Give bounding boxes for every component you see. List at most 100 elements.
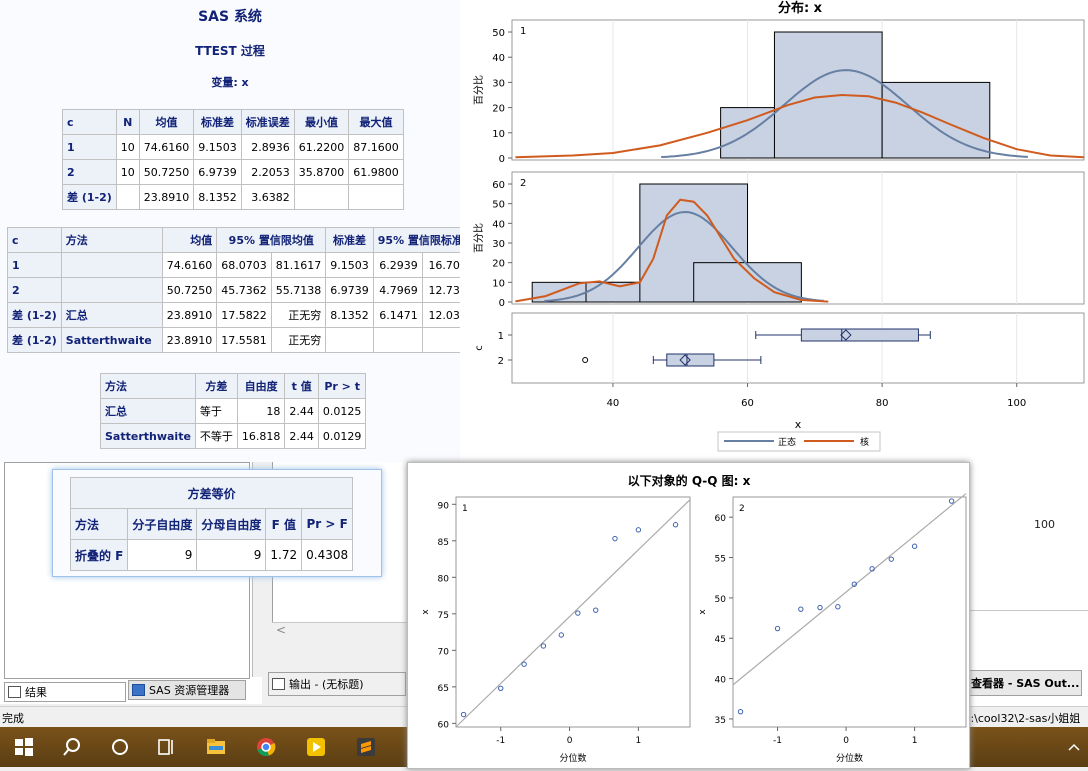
x-axis-label: 分位数 xyxy=(836,752,863,764)
table-cell: 23.8910 xyxy=(161,302,218,328)
table-row: 差 (1-2) 汇总 23.8910 17.5822 正无穷 8.1352 6.1471 12… xyxy=(7,302,479,328)
table-cell: 9 xyxy=(127,539,198,571)
x-tick-label: 60 xyxy=(741,398,754,409)
column-header: 分子自由度 xyxy=(127,508,198,540)
kernel-density-curve xyxy=(515,198,829,303)
y-tick-label: 90 xyxy=(438,501,450,511)
horizontal-scrollbar[interactable]: < xyxy=(272,622,408,639)
panel-label: 2 xyxy=(739,504,745,514)
x-tick-label: 0 xyxy=(567,736,573,746)
table-row: Satterthwaite 不等于 16.818 2.44 0.0129 xyxy=(100,423,367,449)
histogram-bar xyxy=(773,31,883,159)
qq-point xyxy=(774,625,781,632)
y-tick-label: 20 xyxy=(492,259,505,270)
table-row: 折叠的 F 9 9 1.72 0.4308 xyxy=(69,539,354,571)
column-header: 均值 xyxy=(161,227,218,253)
box-mean-marker xyxy=(840,329,852,341)
results-icon xyxy=(8,686,21,698)
y-tick-label: 20 xyxy=(492,104,505,115)
y-axis-label: x xyxy=(421,609,431,615)
row-header: 2 xyxy=(62,159,117,185)
t-tests-table: 方法 方差 自由度 t 值 Pr > t 汇总 等于 18 2.44 0.0125 Satterth… xyxy=(100,373,367,449)
y-axis-label: 百分比 xyxy=(473,75,485,105)
chart-title: 分布: x xyxy=(778,0,823,16)
y-tick-label: 40 xyxy=(492,53,505,64)
column-header: 标准差 xyxy=(193,109,242,135)
histogram-bar xyxy=(881,81,991,159)
table-cell xyxy=(325,327,374,353)
tab-output[interactable]: 输出 - (无标题) xyxy=(268,672,406,696)
table-cell: 不等于 xyxy=(194,423,238,449)
box-category-label: 1 xyxy=(498,331,504,342)
column-header: 均值 xyxy=(138,109,195,135)
plot-frame xyxy=(732,496,967,728)
qq-point xyxy=(460,711,467,718)
table-cell: 9.1503 xyxy=(325,252,374,278)
table-cell xyxy=(348,184,404,210)
box-outlier xyxy=(582,357,589,363)
current-path: D:\cool32\2-sas小姐姐 xyxy=(962,712,1081,725)
table-cell: 50.7250 xyxy=(161,277,218,303)
table-cell: 0.0129 xyxy=(317,423,367,449)
qq-point xyxy=(635,527,642,533)
y-tick-label: 60 xyxy=(715,514,727,524)
table-cell xyxy=(293,184,350,210)
task-view-icon[interactable] xyxy=(156,737,176,757)
cortana-icon[interactable] xyxy=(110,737,130,757)
x-tick-label: 1 xyxy=(912,736,918,746)
windows-start-icon[interactable] xyxy=(14,737,34,757)
method-header xyxy=(60,277,163,303)
qq-point xyxy=(948,498,955,504)
tab-results[interactable]: 结果 xyxy=(4,682,126,702)
qq-point xyxy=(817,604,823,611)
table-cell: 10 xyxy=(115,159,140,185)
x-tick-label: 100 xyxy=(1007,398,1026,409)
table-cell: 2.44 xyxy=(284,398,319,424)
column-header: F 值 xyxy=(265,508,303,540)
y-tick-label: 0 xyxy=(499,298,505,309)
table-cell: 16.818 xyxy=(236,423,286,449)
tab-sas-explorer[interactable]: SAS 资源管理器 xyxy=(128,680,246,700)
y-axis-label: c xyxy=(474,345,485,351)
variable-title: 变量: x xyxy=(211,76,249,89)
scroll-left-icon[interactable]: < xyxy=(276,623,287,637)
column-header: Pr > t xyxy=(317,373,367,399)
sublime-text-icon[interactable] xyxy=(356,737,376,757)
qq-point xyxy=(575,610,581,616)
table-cell: 6.9739 xyxy=(325,277,374,303)
y-tick-label: 50 xyxy=(715,595,727,605)
y-tick-label: 40 xyxy=(492,219,505,230)
chrome-icon[interactable] xyxy=(256,737,276,757)
qq-point xyxy=(851,581,857,587)
column-header: 方差 xyxy=(194,373,238,399)
table-cell: 6.9739 xyxy=(193,159,242,185)
file-explorer-icon[interactable] xyxy=(206,737,226,757)
tab-viewer[interactable]: 查看器 - SAS Out... xyxy=(968,670,1082,696)
table-cell: 81.1617 xyxy=(270,252,327,278)
box-category-label: 2 xyxy=(498,356,504,367)
table-cell: 18 xyxy=(236,398,286,424)
y-tick-label: 30 xyxy=(492,239,505,250)
table-cell: 0.4308 xyxy=(301,539,354,571)
media-player-icon[interactable] xyxy=(306,737,326,757)
tray-chevron-up-icon[interactable] xyxy=(1066,737,1082,757)
table-cell xyxy=(115,184,140,210)
y-tick-label: 30 xyxy=(492,78,505,89)
table-cell: 9 xyxy=(196,539,267,571)
table-row: 差 (1-2) Satterthwaite 23.8910 17.5581 正无穷 xyxy=(7,327,479,353)
search-icon[interactable] xyxy=(62,737,82,757)
qq-point xyxy=(869,566,875,572)
x-axis-label: x xyxy=(795,418,802,431)
table-cell: 17.5822 xyxy=(216,302,272,328)
equality-of-variances-table: 方差等价 方法 分子自由度 分母自由度 F 值 Pr > F 折叠的 F 9 9 1.72 0.43… xyxy=(69,477,354,571)
table-cell: 正无穷 xyxy=(270,327,327,353)
table-cell: 2.2053 xyxy=(240,159,295,185)
table-cell: 1.72 xyxy=(265,539,303,571)
y-axis-label: 百分比 xyxy=(473,223,485,253)
table-cell: 68.0703 xyxy=(216,252,272,278)
table-row: 1 10 74.6160 9.1503 2.8936 61.2200 87.1600 xyxy=(62,134,404,160)
chart-title: 以下对象的 Q-Q 图: x xyxy=(628,473,751,488)
y-tick-label: 75 xyxy=(438,611,449,621)
table-row: 2 10 50.7250 6.9739 2.2053 35.8700 61.9800 xyxy=(62,159,404,185)
column-header: 标准差 xyxy=(325,227,374,253)
